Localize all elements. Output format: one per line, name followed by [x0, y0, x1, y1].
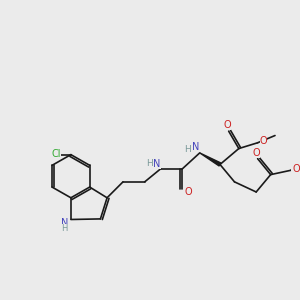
Text: H: H [146, 158, 152, 167]
Polygon shape [200, 153, 221, 166]
Text: N: N [154, 159, 161, 169]
Text: H: H [61, 224, 68, 233]
Text: O: O [184, 187, 192, 197]
Text: O: O [293, 164, 300, 174]
Text: O: O [252, 148, 260, 158]
Text: N: N [192, 142, 199, 152]
Text: O: O [260, 136, 267, 146]
Text: N: N [61, 218, 68, 228]
Text: O: O [224, 120, 231, 130]
Text: H: H [184, 145, 191, 154]
Text: Cl: Cl [51, 149, 61, 159]
